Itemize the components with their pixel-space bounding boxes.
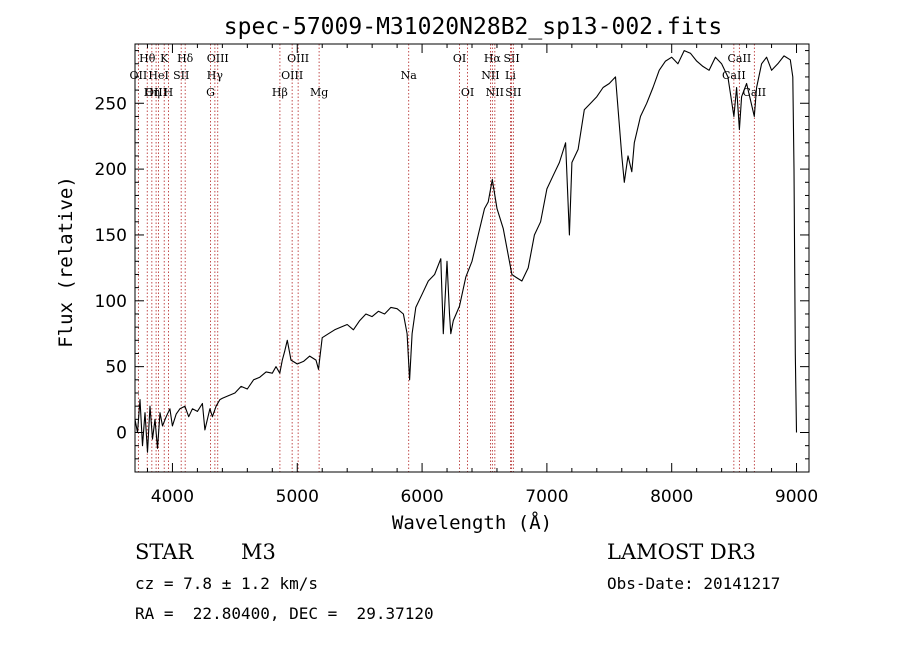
x-tick-label: 5000 bbox=[276, 487, 319, 507]
plot-frame bbox=[134, 43, 810, 473]
line-marker-label: OIII bbox=[207, 52, 229, 65]
line-marker-label: Hα bbox=[484, 52, 502, 65]
line-marker-label: H bbox=[164, 86, 174, 99]
y-tick-label: 50 bbox=[105, 358, 127, 378]
line-marker-label: Hδ bbox=[177, 52, 194, 65]
line-marker-label: Na bbox=[401, 69, 418, 82]
line-marker-label: CaII bbox=[728, 52, 752, 65]
x-axis-label: Wavelength (Å) bbox=[392, 511, 552, 534]
y-tick-label: 100 bbox=[95, 292, 127, 312]
line-marker-label: K bbox=[160, 52, 169, 65]
star-class: STAR bbox=[135, 540, 194, 564]
line-marker-label: SII bbox=[503, 52, 519, 65]
line-marker-label: Hβ bbox=[272, 86, 288, 99]
line-marker-label: CaII bbox=[742, 86, 766, 99]
line-marker-label: SII bbox=[505, 86, 521, 99]
x-tick-label: 8000 bbox=[650, 487, 693, 507]
line-marker-label: OIII bbox=[281, 69, 303, 82]
x-tick-label: 6000 bbox=[400, 487, 443, 507]
line-marker-label: Li bbox=[505, 69, 516, 82]
y-tick-label: 150 bbox=[95, 226, 127, 246]
spectrum-series bbox=[134, 50, 798, 453]
line-markers: Hθ OII OIII K HeI Hη SII H Hδ OIII Hγ G OIII OIII Hβ Mg… bbox=[130, 44, 766, 472]
redshift-cz: cz = 7.8 ± 1.2 km/s bbox=[135, 574, 319, 593]
line-marker-label: G bbox=[206, 86, 215, 99]
line-marker-label: SII bbox=[173, 69, 189, 82]
line-marker-label: NII bbox=[481, 69, 499, 82]
coordinates: RA = 22.80400, DEC = 29.37120 bbox=[135, 604, 434, 623]
y-tick-label: 0 bbox=[116, 423, 127, 443]
y-axis-label: Flux (relative) bbox=[55, 176, 77, 348]
y-tick-label: 250 bbox=[95, 94, 127, 114]
x-tick-label: 7000 bbox=[525, 487, 568, 507]
x-tick-label: 4000 bbox=[151, 487, 194, 507]
line-marker-label: NII bbox=[486, 86, 504, 99]
star-subclass: M3 bbox=[241, 540, 276, 564]
line-marker-label: Mg bbox=[310, 86, 328, 99]
line-marker-label: OIII bbox=[145, 86, 167, 99]
x-axis: 4000 5000 6000 7000 8000 9000 bbox=[146, 44, 818, 507]
line-marker-label: OI bbox=[461, 86, 474, 99]
line-marker-label: Hθ bbox=[139, 52, 156, 65]
line-marker-label: OII bbox=[130, 69, 148, 82]
line-marker-label: HeI bbox=[148, 69, 168, 82]
series-flux bbox=[134, 50, 798, 453]
x-tick-label: 9000 bbox=[775, 487, 818, 507]
line-marker-label: Hγ bbox=[207, 69, 224, 82]
line-marker-label: OIII bbox=[287, 52, 309, 65]
y-tick-label: 200 bbox=[95, 160, 127, 180]
y-axis: 0 50 100 150 200 250 bbox=[95, 50, 809, 460]
line-marker-label: OI bbox=[453, 52, 466, 65]
observation-date: Obs-Date: 20141217 bbox=[607, 574, 781, 593]
chart-title: spec-57009-M31020N28B2_sp13-002.fits bbox=[224, 14, 723, 40]
line-marker-label: Hη bbox=[144, 86, 160, 99]
survey-name: LAMOST DR3 bbox=[607, 540, 756, 564]
